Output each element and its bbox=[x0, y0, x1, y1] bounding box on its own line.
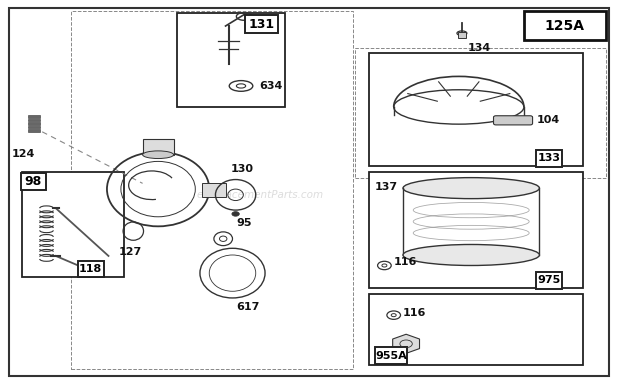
Text: eReplacementParts.com: eReplacementParts.com bbox=[197, 190, 324, 200]
Text: 617: 617 bbox=[236, 302, 260, 312]
Bar bbox=[71, 11, 353, 369]
Bar bbox=[375, 347, 407, 364]
Bar bbox=[28, 115, 40, 118]
Bar bbox=[369, 294, 583, 365]
Text: 98: 98 bbox=[25, 175, 42, 188]
Text: 133: 133 bbox=[538, 153, 561, 163]
Bar bbox=[355, 48, 606, 178]
Bar bbox=[202, 183, 226, 197]
Ellipse shape bbox=[143, 151, 174, 159]
Text: 95: 95 bbox=[237, 218, 252, 228]
Circle shape bbox=[232, 212, 239, 216]
Text: 134: 134 bbox=[468, 43, 491, 53]
Text: 137: 137 bbox=[375, 182, 398, 192]
Text: 116: 116 bbox=[403, 308, 427, 318]
Text: 131: 131 bbox=[249, 18, 275, 31]
Ellipse shape bbox=[403, 244, 539, 265]
Bar bbox=[28, 119, 40, 121]
Text: 127: 127 bbox=[118, 247, 142, 257]
FancyBboxPatch shape bbox=[494, 116, 533, 125]
Bar bbox=[78, 261, 104, 277]
Text: 116: 116 bbox=[394, 257, 417, 267]
Bar bbox=[369, 53, 583, 166]
Bar bbox=[21, 173, 46, 190]
Text: 634: 634 bbox=[260, 81, 283, 91]
Bar bbox=[458, 32, 466, 38]
Bar bbox=[177, 13, 285, 107]
Bar bbox=[369, 172, 583, 288]
Text: 104: 104 bbox=[536, 115, 559, 125]
Bar bbox=[245, 15, 278, 33]
Ellipse shape bbox=[403, 178, 539, 199]
Bar bbox=[22, 172, 124, 277]
Bar bbox=[536, 272, 562, 289]
Text: 124: 124 bbox=[12, 149, 35, 159]
Text: 955A: 955A bbox=[375, 351, 407, 361]
Text: 975: 975 bbox=[538, 275, 561, 285]
Text: 130: 130 bbox=[230, 164, 254, 174]
Bar bbox=[143, 139, 174, 155]
Bar bbox=[524, 11, 606, 40]
Bar bbox=[28, 126, 40, 128]
Bar bbox=[536, 150, 562, 167]
Text: 125A: 125A bbox=[545, 19, 585, 33]
Bar bbox=[28, 122, 40, 125]
Bar bbox=[28, 129, 40, 132]
Text: 118: 118 bbox=[79, 264, 102, 274]
